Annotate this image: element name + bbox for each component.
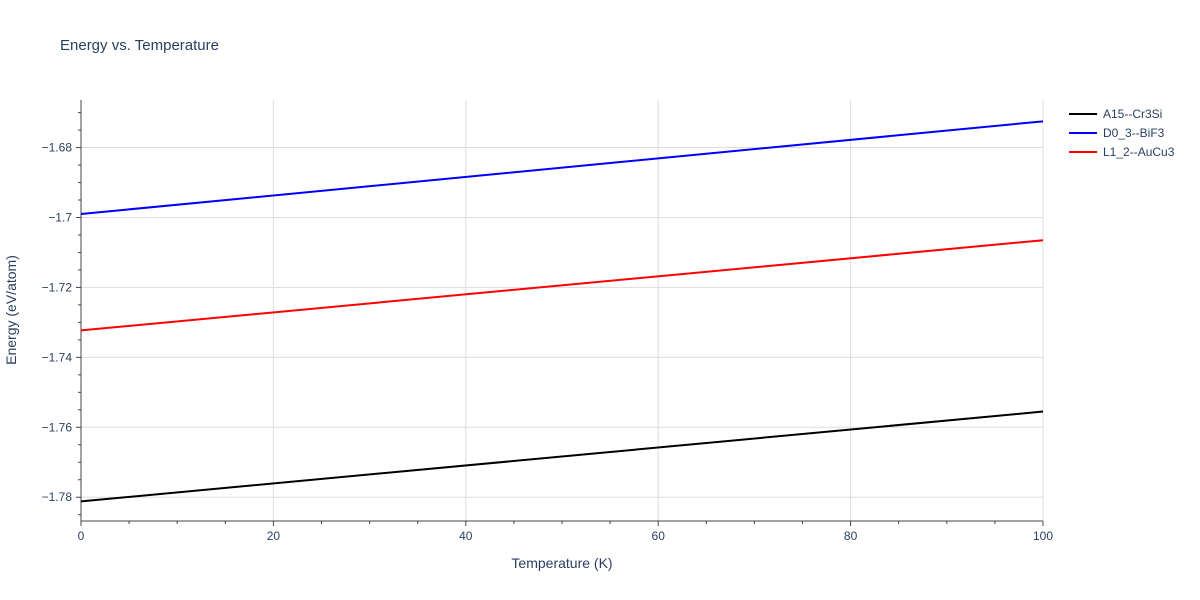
x-tick-label: 100 <box>1033 529 1053 543</box>
series-line <box>80 120 1044 215</box>
x-tick-label: 40 <box>459 529 473 543</box>
series-line <box>80 239 1044 332</box>
axes: 0 20 40 60 80 100 −1.78 −1.76 −1.74 −1.72 −1.7 −1.6… <box>42 100 1053 543</box>
y-tick-label: −1.68 <box>42 141 73 155</box>
chart-title: Energy vs. Temperature <box>60 37 219 54</box>
x-tick-label: 80 <box>844 529 858 543</box>
grid <box>81 100 1044 521</box>
x-tick-label: 0 <box>78 529 85 543</box>
series-group <box>80 120 1044 503</box>
y-axis-label: Energy (eV/atom) <box>3 255 19 365</box>
legend: A15--Cr3Si D0_3--BiF3 L1_2--AuCu3 <box>1069 107 1175 159</box>
x-tick-label: 20 <box>267 529 281 543</box>
x-tick-label: 60 <box>652 529 666 543</box>
y-tick-label: −1.76 <box>42 420 73 434</box>
series-line <box>80 410 1044 503</box>
y-tick-label: −1.72 <box>42 280 73 294</box>
y-tick-label: −1.74 <box>42 350 73 364</box>
y-tick-label: −1.7 <box>48 210 72 224</box>
legend-entry-label: A15--Cr3Si <box>1103 107 1162 121</box>
legend-entry-label: D0_3--BiF3 <box>1103 126 1165 140</box>
y-tick-label: −1.78 <box>42 490 73 504</box>
legend-entry-label: L1_2--AuCu3 <box>1103 145 1175 159</box>
x-axis-label: Temperature (K) <box>511 555 612 571</box>
